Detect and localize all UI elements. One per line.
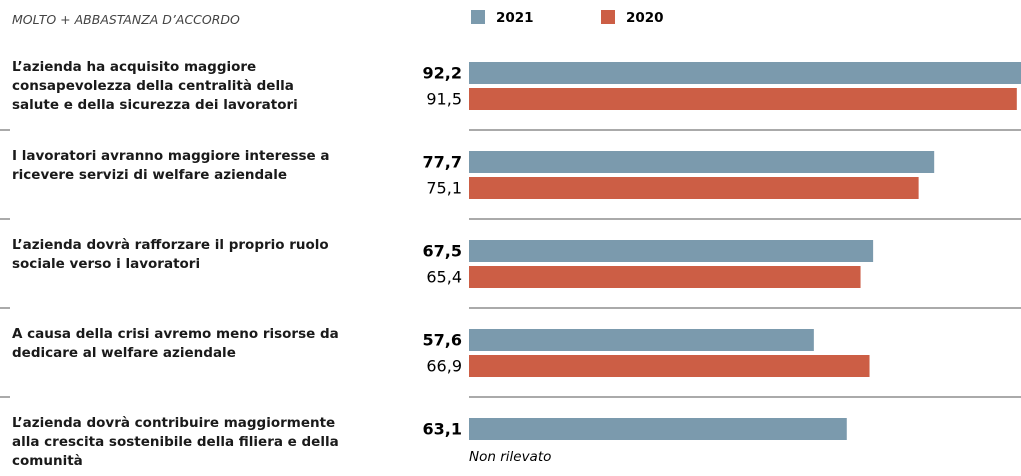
bar bbox=[469, 177, 919, 199]
value-label: 91,5 bbox=[426, 90, 462, 109]
bar bbox=[469, 329, 814, 351]
category-label: L’azienda ha acquisito maggiore consapev… bbox=[12, 59, 298, 113]
bar bbox=[469, 88, 1017, 110]
category-label: L’azienda dovrà rafforzare il proprio ru… bbox=[12, 237, 329, 272]
bar bbox=[469, 151, 935, 173]
annotation: Non rilevato bbox=[469, 449, 551, 465]
value-label: 65,4 bbox=[426, 268, 462, 287]
bar bbox=[469, 266, 861, 288]
value-label: 92,2 bbox=[423, 64, 462, 83]
bar bbox=[469, 355, 870, 377]
legend-swatch bbox=[471, 10, 485, 24]
value-label: 57,6 bbox=[423, 331, 462, 350]
value-label: 67,5 bbox=[423, 242, 462, 261]
value-label: 75,1 bbox=[426, 179, 462, 198]
legend-label: 2021 bbox=[496, 10, 534, 26]
bar bbox=[469, 62, 1021, 84]
legend-swatch bbox=[601, 10, 615, 24]
category-label: A causa della crisi avremo meno risorse … bbox=[12, 326, 339, 361]
bar bbox=[469, 240, 874, 262]
legend-label: 2020 bbox=[626, 10, 664, 26]
value-label: 66,9 bbox=[426, 357, 462, 376]
subtitle: MOLTO + ABBASTANZA D’ACCORDO bbox=[12, 12, 240, 27]
category-label: L’azienda dovrà contribuire maggiormente… bbox=[12, 415, 339, 469]
bar bbox=[469, 418, 847, 440]
category-label: I lavoratori avranno maggiore interesse … bbox=[12, 148, 330, 183]
value-label: 77,7 bbox=[423, 153, 462, 172]
value-label: 63,1 bbox=[423, 420, 462, 439]
